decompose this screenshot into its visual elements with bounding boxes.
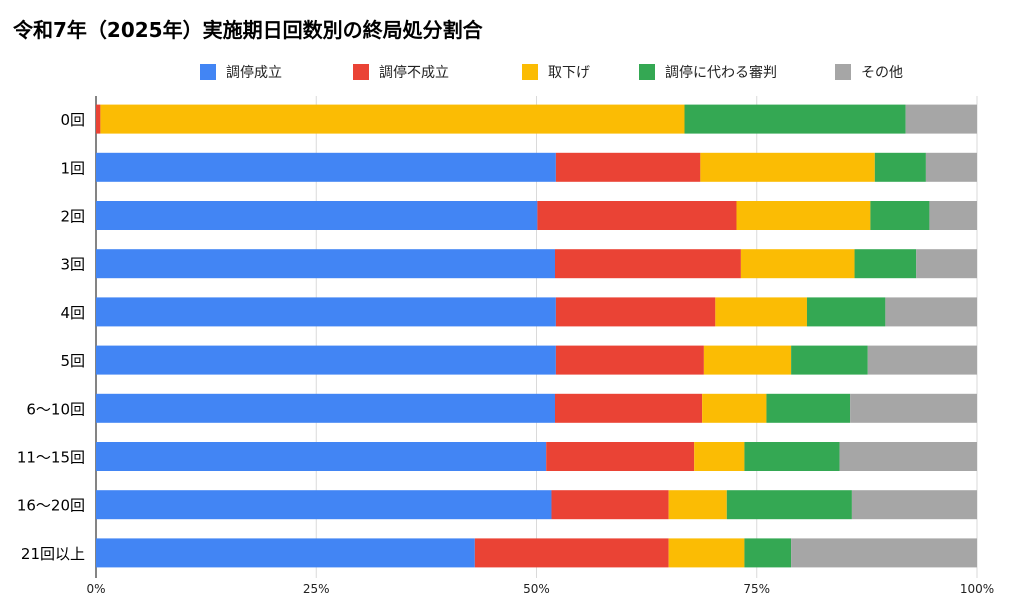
bar-segment <box>736 201 871 230</box>
bar-segment <box>96 249 556 279</box>
bar-segment <box>885 297 977 327</box>
bar-segment <box>851 490 977 520</box>
bar-segment <box>744 538 792 568</box>
bar-segment <box>744 442 840 471</box>
y-category-label: 1回 <box>60 159 85 177</box>
bar-segment <box>555 297 716 327</box>
bar-segment <box>850 393 977 423</box>
bar-segment <box>100 104 685 134</box>
x-tick-label: 50% <box>523 582 550 596</box>
bar-segment <box>726 490 852 520</box>
bar-segment <box>551 490 669 520</box>
y-category-label: 11〜15回 <box>17 449 85 467</box>
bar-segment <box>766 393 851 423</box>
bar-segment <box>537 201 737 230</box>
y-category-label: 16〜20回 <box>17 497 85 515</box>
legend-swatch <box>200 64 216 80</box>
x-tick-label: 75% <box>743 582 770 596</box>
y-category-label: 6〜10回 <box>26 400 85 418</box>
y-axis-labels: 0回 1回 2回 3回 4回 5回 6〜10回 11〜15回 16〜20回 21回以上 <box>17 111 85 563</box>
bar-segment <box>96 201 538 230</box>
x-tick-label: 0% <box>86 582 105 596</box>
bar-segment <box>96 152 556 182</box>
bar-segment <box>929 201 977 230</box>
bar-segment <box>867 345 977 375</box>
bar-segment <box>546 442 695 471</box>
bar-segment <box>874 152 926 182</box>
bar-segment <box>668 538 745 568</box>
bar-segment <box>555 152 701 182</box>
legend-swatch <box>639 64 655 80</box>
bar-segment <box>702 393 767 423</box>
y-category-label: 2回 <box>60 208 85 226</box>
legend: 調停成立 調停不成立 取下げ 調停に代わる審判 その他 <box>200 64 903 81</box>
bar-segment <box>96 393 556 423</box>
y-category-label: 4回 <box>60 304 85 322</box>
bar-segment <box>905 104 977 134</box>
legend-swatch <box>835 64 851 80</box>
bar-segment <box>474 538 669 568</box>
bar-segment <box>925 152 977 182</box>
bar-segment <box>854 249 917 279</box>
bar-segment <box>791 345 868 375</box>
x-tick-label: 100% <box>960 582 994 596</box>
y-category-label: 0回 <box>60 111 85 129</box>
bar-segment <box>684 104 906 134</box>
y-category-label: 5回 <box>60 352 85 370</box>
bars <box>96 104 977 568</box>
x-axis-labels: 0% 25% 50% 75% 100% <box>86 582 994 596</box>
bar-segment <box>555 345 704 375</box>
bar-segment <box>555 249 741 279</box>
bar-segment <box>96 538 475 568</box>
legend-swatch <box>353 64 369 80</box>
legend-label: その他 <box>861 65 903 81</box>
x-tick-label: 25% <box>303 582 330 596</box>
y-category-label: 3回 <box>60 256 85 274</box>
bar-segment <box>668 490 727 520</box>
chart-title: 令和7年（2025年）実施期日回数別の終局処分割合 <box>13 18 484 42</box>
bar-segment <box>96 345 556 375</box>
bar-segment <box>715 297 807 327</box>
legend-label: 調停不成立 <box>379 64 449 81</box>
bar-segment <box>839 442 977 471</box>
bar-segment <box>96 490 552 520</box>
bar-segment <box>791 538 977 568</box>
bar-segment <box>96 104 101 134</box>
bar-segment <box>555 393 703 423</box>
legend-swatch <box>522 64 538 80</box>
bar-segment <box>96 442 547 471</box>
bar-segment <box>916 249 977 279</box>
legend-label: 取下げ <box>548 65 590 81</box>
bar-segment <box>740 249 855 279</box>
bar-segment <box>694 442 745 471</box>
legend-label: 調停に代わる審判 <box>665 64 777 81</box>
bar-segment <box>703 345 792 375</box>
bar-segment <box>870 201 930 230</box>
bar-segment <box>806 297 886 327</box>
bar-segment <box>700 152 875 182</box>
legend-label: 調停成立 <box>226 64 282 81</box>
y-category-label: 21回以上 <box>21 545 85 563</box>
bar-segment <box>96 297 556 327</box>
